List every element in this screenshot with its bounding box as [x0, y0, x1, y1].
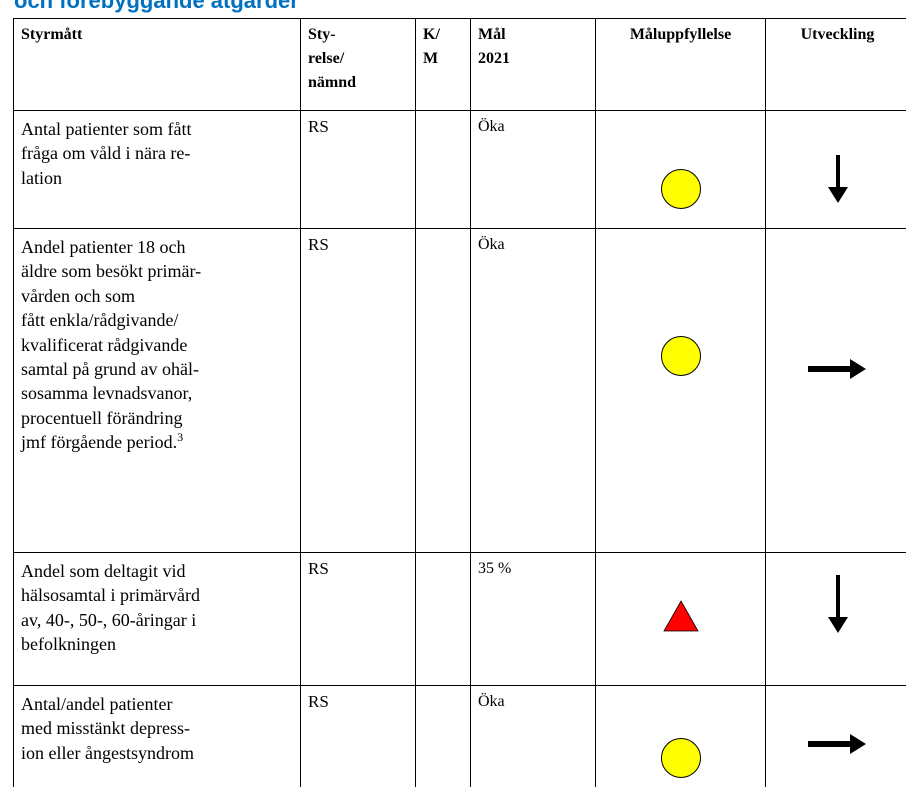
section-heading: och förebyggande åtgärder: [14, 0, 299, 13]
board-cell: RS: [300, 552, 416, 686]
arrow-right: [807, 734, 866, 754]
row: Andel patienter 18 och äldre som besökt …: [13, 228, 906, 553]
yellow-circle: [660, 169, 701, 209]
measure-table: Styrmått Sty- relse/ nämnd K/ M Mål 2021…: [13, 18, 906, 787]
header-cell: Mål 2021: [470, 18, 596, 111]
arrow-right: [807, 359, 866, 379]
header-cell: Styrmått: [13, 18, 301, 111]
board-cell: RS: [300, 685, 416, 787]
trend-cell: [765, 110, 906, 229]
header-cell: Utveckling: [765, 18, 906, 111]
row: Antal/andel patienter med misstänkt depr…: [13, 685, 906, 787]
header-row: Styrmått Sty- relse/ nämnd K/ M Mål 2021…: [13, 18, 906, 111]
red-triangle: [662, 600, 699, 632]
target-cell: 35 %: [470, 552, 596, 686]
arrow-down: [827, 575, 848, 633]
yellow-circle: [660, 336, 701, 376]
measure: Antal patienter som fått fråga om våld i…: [21, 119, 192, 188]
measure-cell: Antal patienter som fått fråga om våld i…: [13, 110, 301, 229]
status-cell: [595, 552, 766, 686]
target-cell: Öka: [470, 685, 596, 787]
board-cell: RS: [300, 228, 416, 553]
trend-cell: [765, 552, 906, 686]
measure: Andel som deltagit vid hälsosamtal i pri…: [21, 561, 200, 655]
yellow-circle: [660, 738, 701, 778]
header-cell: Sty- relse/ nämnd: [300, 18, 416, 111]
row: Andel som deltagit vid hälsosamtal i pri…: [13, 552, 906, 686]
km-cell: [415, 552, 471, 686]
trend-cell: [765, 685, 906, 787]
measure-cell: Andel som deltagit vid hälsosamtal i pri…: [13, 552, 301, 686]
header-cell: K/ M: [415, 18, 471, 111]
target-cell: Öka: [470, 110, 596, 229]
status-cell: [595, 685, 766, 787]
measure: Andel patienter 18 och äldre som besökt …: [21, 237, 202, 453]
arrow-down: [827, 155, 848, 203]
target-cell: Öka: [470, 228, 596, 553]
row: Antal patienter som fått fråga om våld i…: [13, 110, 906, 229]
km-cell: [415, 228, 471, 553]
footnote: 3: [177, 430, 184, 445]
measure-cell: Antal/andel patienter med misstänkt depr…: [13, 685, 301, 787]
header-cell: Måluppfyllelse: [595, 18, 766, 111]
trend-cell: [765, 228, 906, 553]
status-cell: [595, 110, 766, 229]
measure: Antal/andel patienter med misstänkt depr…: [21, 694, 194, 763]
status-cell: [595, 228, 766, 553]
board-cell: RS: [300, 110, 416, 229]
km-cell: [415, 110, 471, 229]
km-cell: [415, 685, 471, 787]
measure-cell: Andel patienter 18 och äldre som besökt …: [13, 228, 301, 553]
